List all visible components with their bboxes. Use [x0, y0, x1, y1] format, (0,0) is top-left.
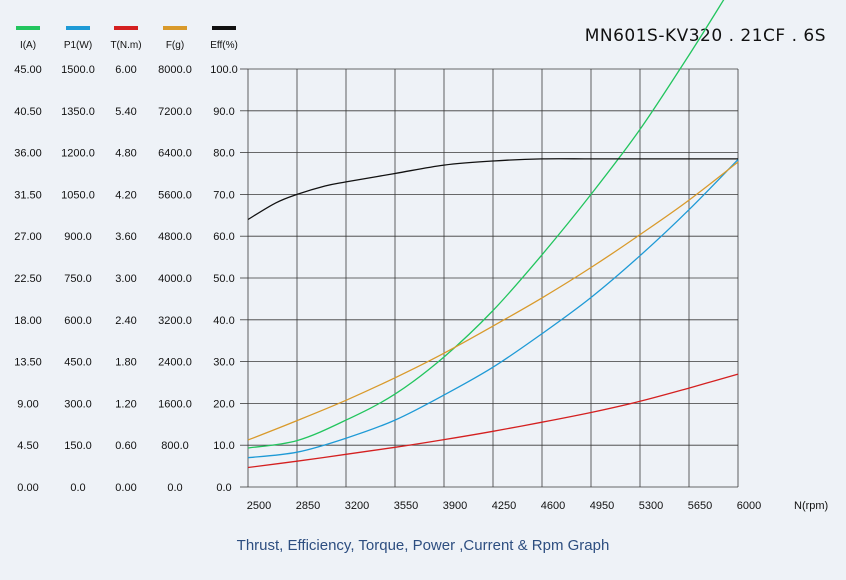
x-tick-labels: 2500 2850 3200 3550 3900 4250 4600 4950 5300 5650… [247, 500, 761, 512]
y-tick-label: 0.0 [167, 482, 182, 494]
y-tick-label: 5600.0 [158, 189, 192, 201]
y-tick-label: 0.0 [216, 482, 231, 494]
y-tick-label: 2400.0 [158, 357, 192, 369]
x-tick-label: 5650 [688, 500, 712, 512]
y-tick-label: 3200.0 [158, 315, 192, 327]
legend-label: F(g) [166, 40, 184, 51]
y-tick-label: 100.0 [210, 64, 238, 76]
y-tick-label: 50.0 [213, 273, 234, 285]
y-tick-label: 8000.0 [158, 64, 192, 76]
x-tick-label: 3550 [394, 500, 418, 512]
y-tick-label: 0.00 [115, 482, 136, 494]
y-tick-label: 2.40 [115, 315, 136, 327]
y-tick-label: 4.50 [17, 440, 38, 452]
y-tick-label: 40.0 [213, 315, 234, 327]
y-tick-label: 4800.0 [158, 231, 192, 243]
y-tick-label: 13.50 [14, 357, 42, 369]
y-tick-label: 1500.0 [61, 64, 95, 76]
grid [240, 68, 739, 488]
y-tick-label: 60.0 [213, 231, 234, 243]
legend-label: I(A) [20, 40, 36, 51]
y-tick-label: 1050.0 [61, 189, 95, 201]
legend-swatch [163, 26, 187, 30]
y-tick-label: 1.80 [115, 357, 136, 369]
y-tick-label: 36.00 [14, 148, 42, 160]
legend-swatch [212, 26, 236, 30]
legend-swatch [16, 26, 40, 30]
y-tick-label: 4.80 [115, 148, 136, 160]
y-tick-label: 0.60 [115, 440, 136, 452]
y-tick-label: 4.20 [115, 189, 136, 201]
series-line-i-a [247, 0, 725, 449]
y-tick-label: 20.0 [213, 398, 234, 410]
series-line-t-n-m [247, 373, 739, 469]
y-tick-label: 300.0 [64, 398, 92, 410]
y-tick-label: 22.50 [14, 273, 42, 285]
y-tick-label: 80.0 [213, 148, 234, 160]
x-tick-label: 2850 [296, 500, 320, 512]
series-line-f-g [247, 161, 739, 441]
y-tick-label: 1200.0 [61, 148, 95, 160]
y-tick-label: 10.0 [213, 440, 234, 452]
y-tick-label: 40.50 [14, 106, 42, 118]
y-tick-label: 30.0 [213, 357, 234, 369]
y-tick-label: 1350.0 [61, 106, 95, 118]
y-tick-label: 90.0 [213, 106, 234, 118]
y-tick-label: 600.0 [64, 315, 92, 327]
x-tick-label: 3200 [345, 500, 369, 512]
x-tick-label: 4950 [590, 500, 614, 512]
y-tick-label: 0.00 [17, 482, 38, 494]
series-line-eff [247, 158, 738, 221]
y-tick-label: 18.00 [14, 315, 42, 327]
y-tick-label: 3.60 [115, 231, 136, 243]
y-tick-label: 1600.0 [158, 398, 192, 410]
y-tick-label: 70.0 [213, 189, 234, 201]
y-tick-labels: 0.00 4.50 9.00 13.50 18.00 22.50 27.00 31.50 36.… [14, 64, 238, 494]
legend: I(A) P1(W) T(N.m) F(g) Eff(%) [16, 26, 238, 51]
y-tick-label: 750.0 [64, 273, 92, 285]
y-tick-label: 900.0 [64, 231, 92, 243]
y-tick-label: 31.50 [14, 189, 42, 201]
x-tick-label: 4600 [541, 500, 565, 512]
y-tick-label: 27.00 [14, 231, 42, 243]
y-tick-label: 5.40 [115, 106, 136, 118]
legend-label: Eff(%) [210, 40, 238, 51]
y-tick-label: 4000.0 [158, 273, 192, 285]
y-tick-label: 1.20 [115, 398, 136, 410]
x-tick-label: 3900 [443, 500, 467, 512]
x-tick-label: 6000 [737, 500, 761, 512]
legend-swatch [114, 26, 138, 30]
series-lines [247, 0, 739, 469]
y-tick-label: 0.0 [70, 482, 85, 494]
x-tick-label: 5300 [639, 500, 663, 512]
y-tick-label: 450.0 [64, 357, 92, 369]
legend-swatch [66, 26, 90, 30]
y-tick-label: 6.00 [115, 64, 136, 76]
series-line-p1-w [247, 159, 739, 459]
y-tick-label: 9.00 [17, 398, 38, 410]
x-tick-label: 4250 [492, 500, 516, 512]
chart-title: MN601S-KV320 . 21CF . 6S [585, 26, 826, 46]
chart-caption: Thrust, Efficiency, Torque, Power ,Curre… [237, 537, 610, 554]
x-axis-label: N(rpm) [794, 500, 828, 512]
y-tick-label: 6400.0 [158, 148, 192, 160]
legend-label: P1(W) [64, 40, 92, 51]
x-tick-label: 2500 [247, 500, 271, 512]
y-tick-label: 800.0 [161, 440, 189, 452]
legend-label: T(N.m) [110, 40, 141, 51]
y-tick-label: 3.00 [115, 273, 136, 285]
y-tick-label: 45.00 [14, 64, 42, 76]
y-tick-label: 7200.0 [158, 106, 192, 118]
y-tick-label: 150.0 [64, 440, 92, 452]
